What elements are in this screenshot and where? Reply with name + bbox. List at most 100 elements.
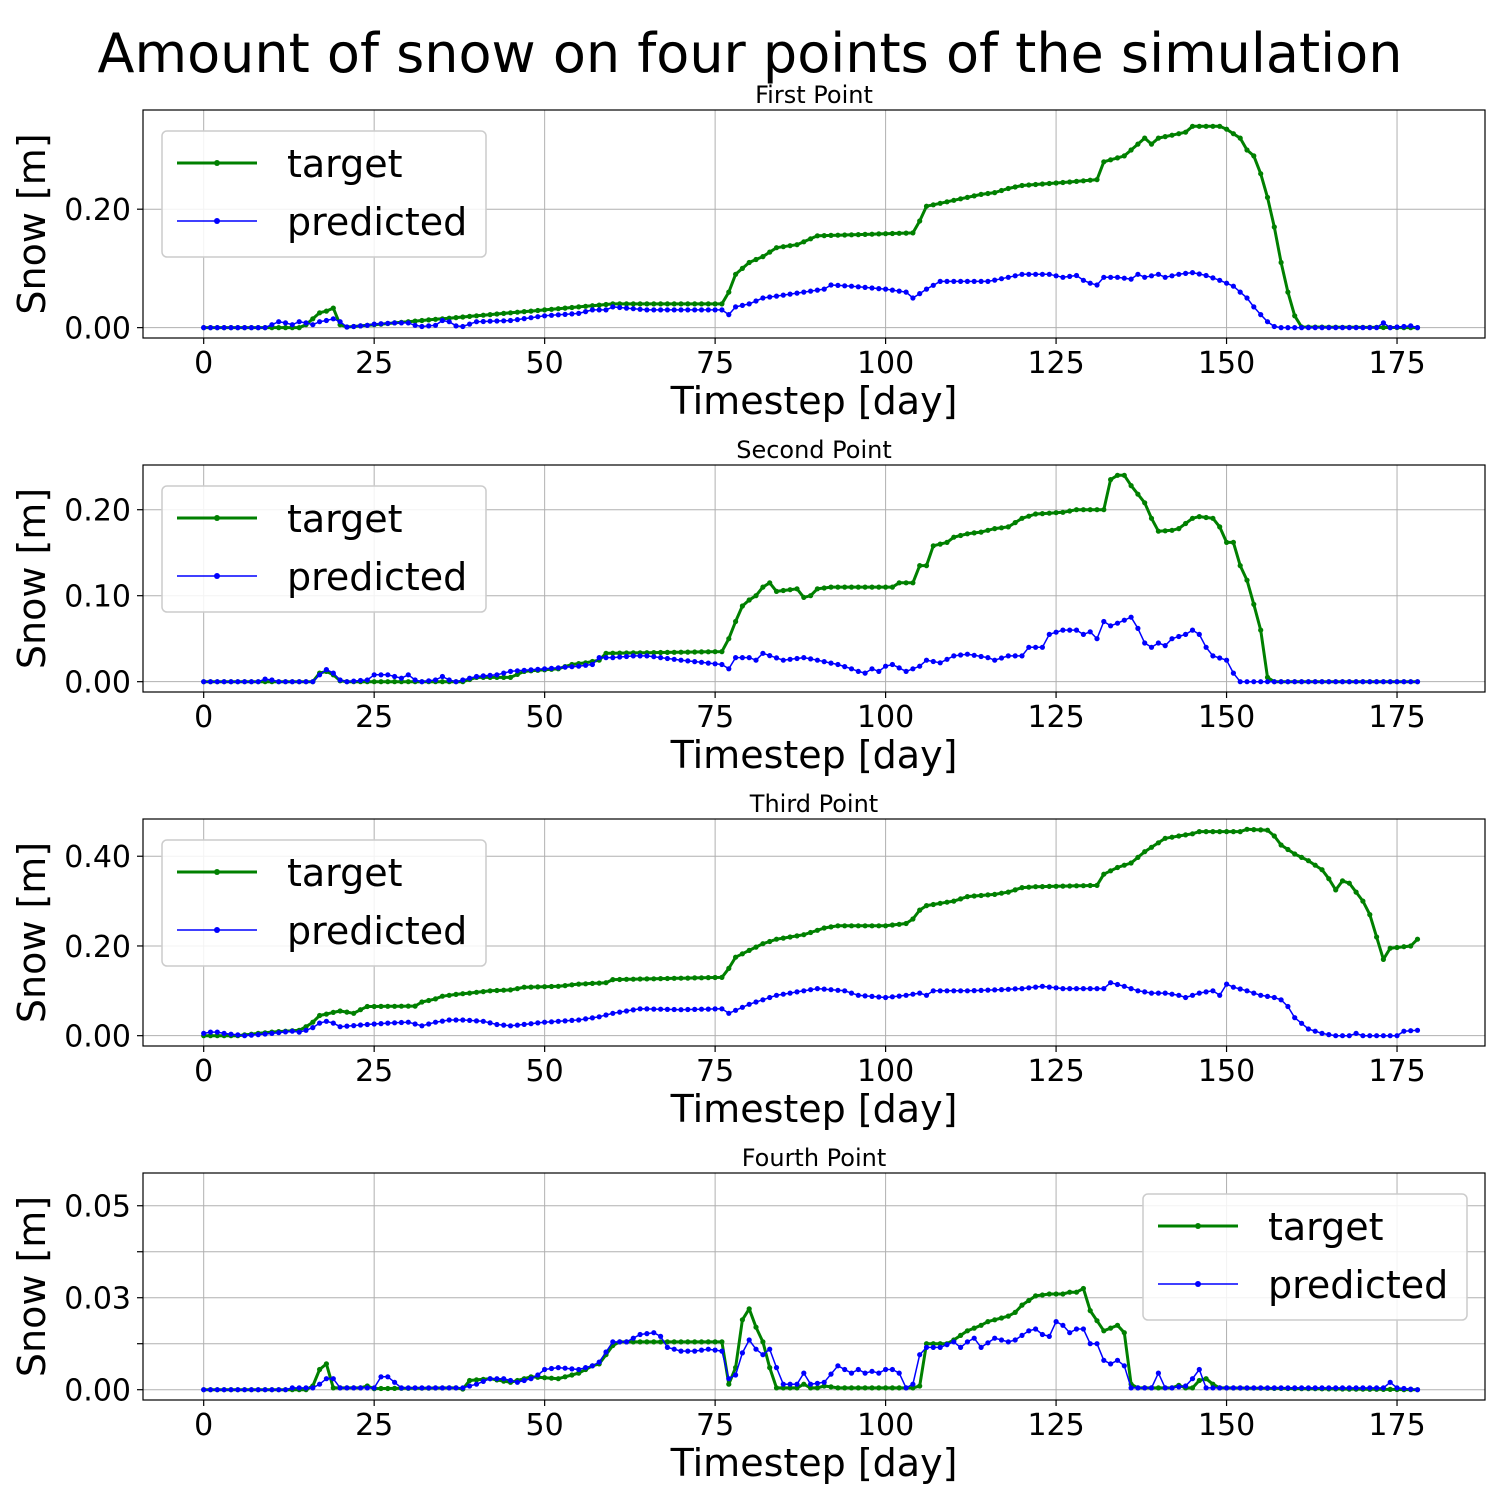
data-point-target xyxy=(883,1385,889,1391)
data-point-predicted xyxy=(1299,679,1305,685)
data-point-target xyxy=(1012,520,1018,526)
data-point-predicted xyxy=(1189,270,1196,276)
data-point-predicted xyxy=(1135,988,1141,994)
data-point-target xyxy=(958,1332,964,1338)
data-point-target xyxy=(1244,826,1250,832)
data-point-target xyxy=(603,980,609,986)
data-point-predicted xyxy=(1053,1319,1059,1325)
data-point-target xyxy=(644,1339,650,1345)
data-point-target xyxy=(596,980,602,986)
data-point-predicted xyxy=(1408,323,1414,329)
data-point-predicted xyxy=(1326,1385,1332,1391)
data-point-predicted xyxy=(862,993,868,999)
data-point-predicted xyxy=(678,1348,684,1354)
data-point-target xyxy=(296,325,302,331)
data-point-predicted xyxy=(1292,679,1298,685)
axes-frame xyxy=(142,464,1486,693)
data-point-predicted xyxy=(971,278,977,284)
data-point-predicted xyxy=(760,295,766,301)
data-point-target xyxy=(1176,526,1182,532)
x-tick-label: 25 xyxy=(355,1054,393,1089)
data-point-predicted xyxy=(1387,679,1393,685)
data-point-predicted xyxy=(542,666,548,672)
x-axis-label: Timestep [day] xyxy=(670,379,958,423)
data-point-predicted xyxy=(221,1387,227,1393)
data-point-predicted xyxy=(289,322,295,328)
data-point-target xyxy=(1046,510,1052,516)
data-point-target xyxy=(1374,934,1380,940)
data-point-target xyxy=(998,1315,1005,1321)
data-point-target xyxy=(678,301,684,307)
data-point-predicted xyxy=(289,1028,295,1034)
data-point-target xyxy=(712,649,718,655)
data-point-target xyxy=(630,301,636,307)
data-point-predicted xyxy=(1046,1333,1052,1339)
series-line-predicted xyxy=(203,1320,1418,1391)
data-point-predicted xyxy=(357,323,364,329)
data-point-target xyxy=(385,679,391,685)
data-point-predicted xyxy=(937,988,943,994)
data-point-predicted xyxy=(207,1029,214,1035)
data-point-predicted xyxy=(855,284,861,290)
data-point-predicted xyxy=(467,1017,473,1024)
data-point-target xyxy=(671,1339,677,1345)
data-point-predicted xyxy=(1292,1015,1298,1021)
data-point-target xyxy=(432,996,439,1002)
data-point-predicted xyxy=(1360,1033,1366,1039)
data-point-predicted xyxy=(794,1381,800,1387)
data-point-target xyxy=(596,302,602,308)
data-point-target xyxy=(889,1385,896,1391)
data-point-target xyxy=(1258,827,1264,833)
data-point-target xyxy=(1067,508,1073,514)
data-point-predicted xyxy=(528,315,534,321)
data-point-target xyxy=(644,301,650,307)
data-point-predicted xyxy=(548,1019,555,1025)
subplot-title: Second Point xyxy=(736,436,892,464)
data-point-predicted xyxy=(453,1385,459,1391)
y-tick-label: 0.00 xyxy=(64,1374,131,1409)
legend-label-target: target xyxy=(287,851,403,895)
data-point-target xyxy=(739,1317,746,1323)
x-tick-label: 75 xyxy=(696,346,734,381)
data-point-target xyxy=(869,923,875,929)
data-point-predicted xyxy=(1230,984,1236,990)
y-axis-label: Snow [m] xyxy=(10,1196,54,1377)
data-point-predicted xyxy=(1005,653,1011,659)
data-point-predicted xyxy=(842,1366,848,1373)
data-point-target xyxy=(1121,153,1127,159)
data-point-predicted xyxy=(910,991,916,997)
data-point-predicted xyxy=(610,655,616,661)
data-point-target xyxy=(814,586,821,592)
data-point-predicted xyxy=(1285,1385,1291,1391)
data-point-target xyxy=(678,1339,684,1345)
data-point-target xyxy=(214,1033,220,1039)
data-point-target xyxy=(1094,1318,1100,1324)
data-point-predicted xyxy=(392,673,398,680)
data-point-predicted xyxy=(1230,1385,1236,1391)
data-point-predicted xyxy=(903,289,909,295)
data-point-target xyxy=(1319,867,1325,873)
data-point-predicted xyxy=(1046,631,1052,638)
data-point-predicted xyxy=(1312,1028,1318,1034)
data-point-predicted xyxy=(923,992,930,998)
data-point-predicted xyxy=(460,1385,466,1391)
data-point-target xyxy=(930,202,936,208)
data-point-predicted xyxy=(1196,631,1202,638)
data-point-predicted xyxy=(1237,679,1243,685)
data-point-predicted xyxy=(357,1022,364,1028)
data-point-target xyxy=(323,308,329,314)
data-point-predicted xyxy=(603,307,609,313)
x-tick-label: 175 xyxy=(1368,1054,1425,1089)
data-point-predicted xyxy=(201,1030,207,1036)
data-point-target xyxy=(760,1339,766,1345)
data-point-predicted xyxy=(207,1387,214,1393)
data-point-predicted xyxy=(467,1383,473,1389)
data-point-target xyxy=(330,305,336,311)
legend-marker-target xyxy=(214,515,220,521)
data-point-target xyxy=(1312,862,1318,868)
data-point-predicted xyxy=(985,278,991,284)
data-point-predicted xyxy=(733,1372,739,1378)
axes-container: First Point 0 25 50 75 100 125 150 175 0.00 0.20 Ti… xyxy=(10,81,1486,1485)
data-point-target xyxy=(1203,514,1209,521)
data-point-predicted xyxy=(726,1376,732,1382)
